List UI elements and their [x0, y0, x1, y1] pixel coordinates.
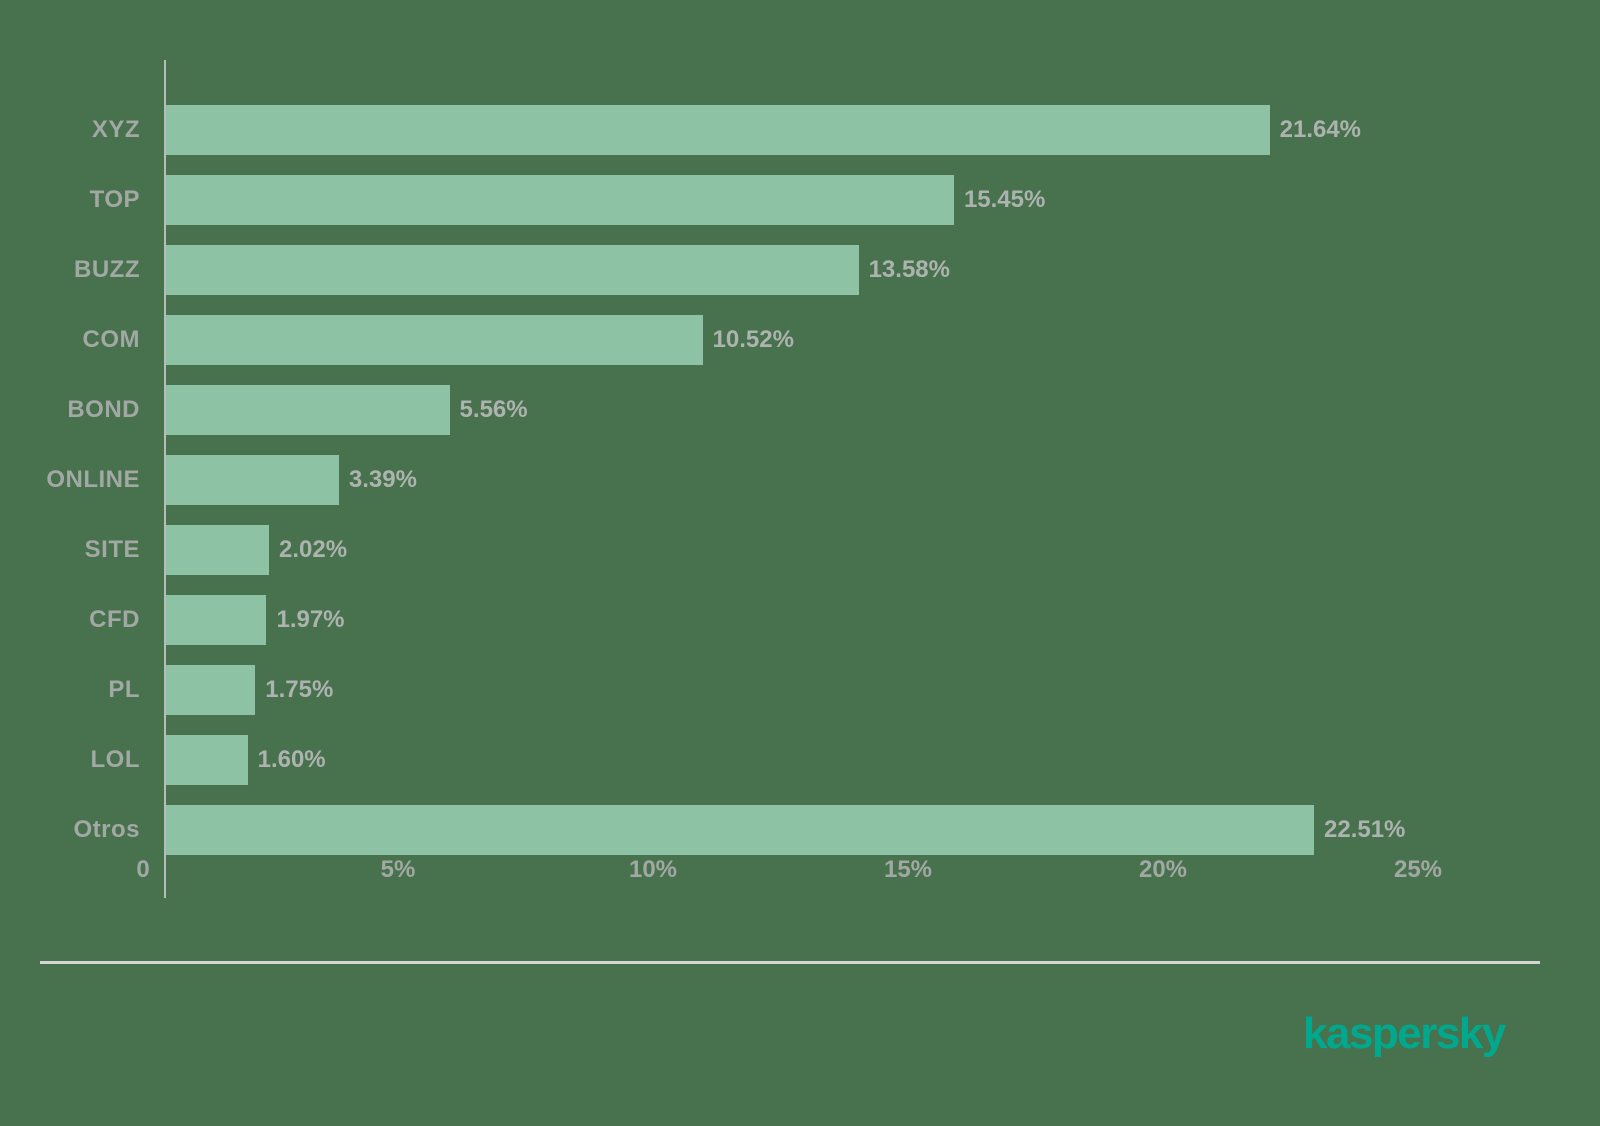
bar-row: CFD 1.97% — [0, 595, 1600, 645]
bar-row: TOP 15.45% — [0, 175, 1600, 225]
bar — [166, 665, 256, 715]
bar-row: BUZZ 13.58% — [0, 245, 1600, 295]
value-label: 5.56% — [459, 396, 528, 423]
bar-row: Otros 22.51% — [0, 805, 1600, 855]
bar-row: SITE 2.02% — [0, 525, 1600, 575]
y-axis-line — [164, 60, 166, 898]
category-label: PL — [108, 676, 140, 703]
value-label: 3.39% — [348, 466, 417, 493]
category-label: Otros — [73, 816, 140, 843]
category-label: CFD — [89, 606, 140, 633]
bar — [166, 105, 1270, 155]
category-label: LOL — [90, 746, 140, 773]
bar-row: LOL 1.60% — [0, 735, 1600, 785]
bar-row: BOND 5.56% — [0, 385, 1600, 435]
bar — [166, 735, 248, 785]
category-label: COM — [82, 326, 140, 353]
bar — [166, 455, 339, 505]
bar-row: COM 10.52% — [0, 315, 1600, 365]
bar-row: ONLINE 3.39% — [0, 455, 1600, 505]
category-label: TOP — [89, 186, 140, 213]
value-label: 2.02% — [279, 536, 348, 563]
x-tick-label: 5% — [380, 856, 416, 883]
x-tick-label: 25% — [1393, 856, 1443, 883]
x-tick-label: 15% — [883, 856, 933, 883]
value-label: 1.97% — [276, 606, 345, 633]
value-label: 13.58% — [868, 256, 950, 283]
category-label: ONLINE — [46, 466, 140, 493]
bar — [166, 385, 450, 435]
bar-row: PL 1.75% — [0, 665, 1600, 715]
bar — [166, 175, 954, 225]
x-tick-label: 10% — [628, 856, 678, 883]
bar — [166, 525, 270, 575]
value-label: 1.75% — [265, 676, 334, 703]
footer-divider-line — [40, 961, 1540, 964]
bar-row: XYZ 21.64% — [0, 105, 1600, 155]
value-label: 22.51% — [1324, 816, 1406, 843]
category-label: BUZZ — [74, 256, 140, 283]
category-label: BOND — [67, 396, 140, 423]
bar — [166, 805, 1314, 855]
category-label: SITE — [84, 536, 140, 563]
value-label: 1.60% — [257, 746, 326, 773]
bar — [166, 315, 703, 365]
value-label: 15.45% — [963, 186, 1046, 213]
kaspersky-logo: kaspersky — [1303, 1009, 1506, 1058]
x-tick-label: 0 — [136, 856, 150, 883]
x-tick-label: 20% — [1138, 856, 1188, 883]
category-label: XYZ — [91, 116, 140, 143]
bar — [166, 595, 267, 645]
bar — [166, 245, 859, 295]
value-label: 10.52% — [712, 326, 794, 353]
value-label: 21.64% — [1279, 116, 1362, 143]
